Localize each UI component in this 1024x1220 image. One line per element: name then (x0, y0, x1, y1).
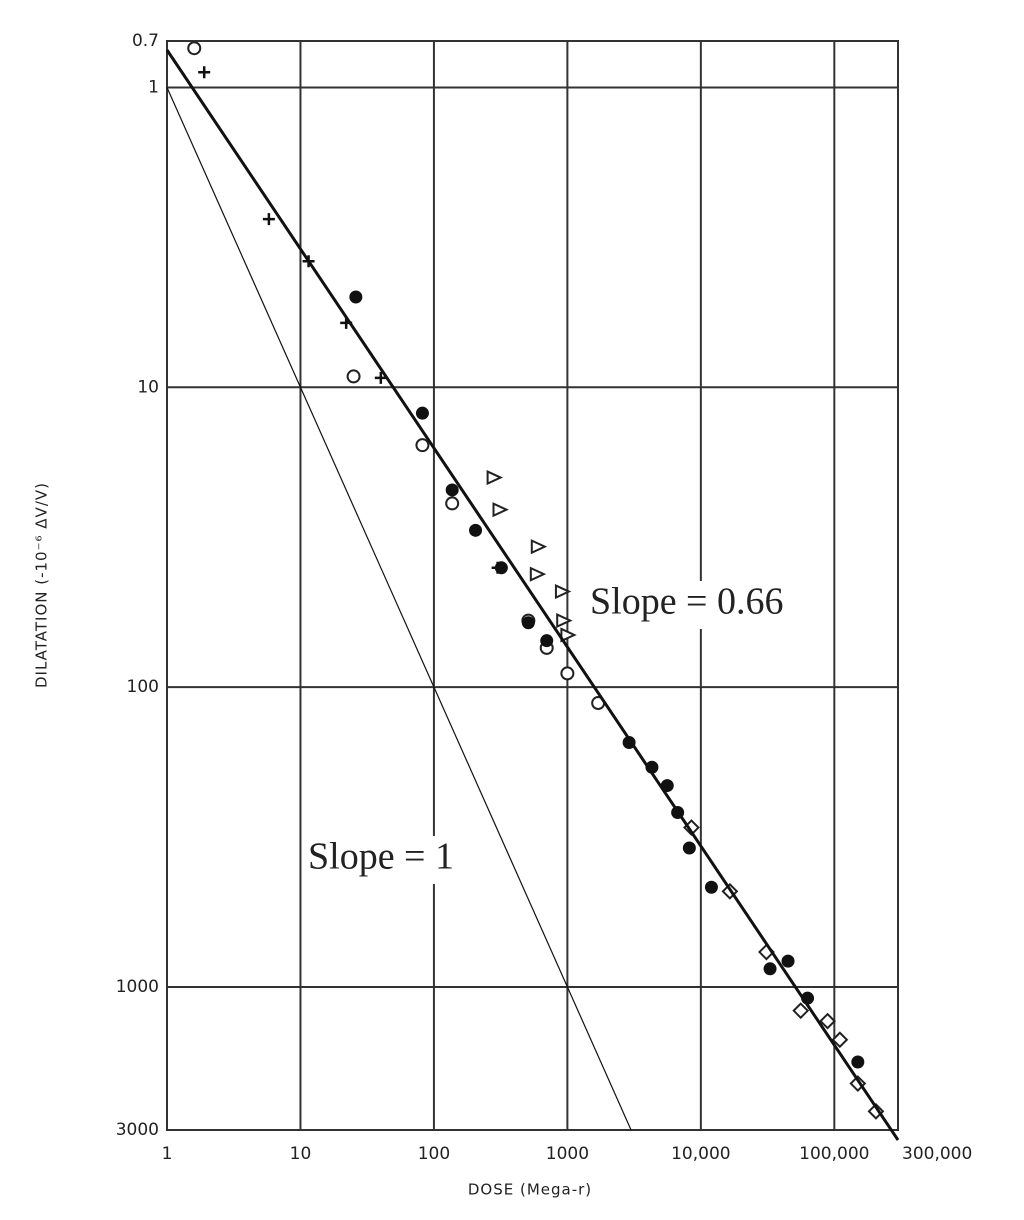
point (486, 469, 503, 486)
point (849, 1075, 867, 1092)
point (819, 1012, 836, 1030)
annotation-bg (586, 581, 822, 629)
point (415, 438, 430, 453)
annotation: Slope = 1 (308, 836, 454, 878)
trend-line (166, 87, 632, 1131)
y-tick-label: 10 (137, 377, 159, 397)
point (763, 962, 777, 976)
point (867, 1102, 885, 1120)
point (346, 369, 361, 384)
y-tick-label: 100 (127, 677, 159, 697)
x-tick-label: 1000 (546, 1144, 589, 1164)
point (554, 583, 572, 600)
point (198, 66, 211, 79)
point (262, 213, 275, 226)
point (492, 502, 509, 518)
point (540, 634, 554, 648)
x-tick-label: 100 (418, 1144, 450, 1164)
x-tick-label: 10 (290, 1144, 312, 1164)
point (831, 1031, 849, 1049)
annotation: Slope = 0.66 (590, 581, 784, 623)
point (445, 496, 460, 511)
x-tick-label: 300,000 (902, 1144, 972, 1164)
point (521, 616, 535, 630)
x-tick-label: 100,000 (799, 1144, 869, 1164)
y-tick-label: 1000 (116, 977, 159, 997)
x-axis-label: DOSE (Mega-r) (468, 1181, 592, 1199)
point (560, 666, 575, 681)
point (530, 539, 548, 555)
annotation-bg (304, 836, 482, 884)
point (491, 561, 504, 574)
point (781, 954, 795, 968)
y-tick-label: 3000 (116, 1120, 159, 1140)
trend-line (165, 49, 900, 1141)
point (792, 1002, 810, 1020)
y-axis-label: DILATATION (-10⁻⁶ ΔV/V) (33, 482, 51, 688)
y-tick-label: 1 (148, 77, 159, 97)
point (682, 841, 696, 855)
point (529, 566, 547, 582)
x-tick-label: 1 (162, 1144, 173, 1164)
y-tick-label: 0.7 (132, 31, 159, 51)
point (556, 613, 573, 629)
point (445, 483, 459, 497)
point (374, 371, 387, 384)
point (851, 1055, 865, 1069)
x-tick-label: 10,000 (671, 1144, 730, 1164)
point (704, 880, 718, 894)
point (560, 627, 577, 643)
point (415, 406, 429, 420)
point (349, 290, 363, 304)
point (187, 41, 202, 56)
point (469, 523, 483, 537)
